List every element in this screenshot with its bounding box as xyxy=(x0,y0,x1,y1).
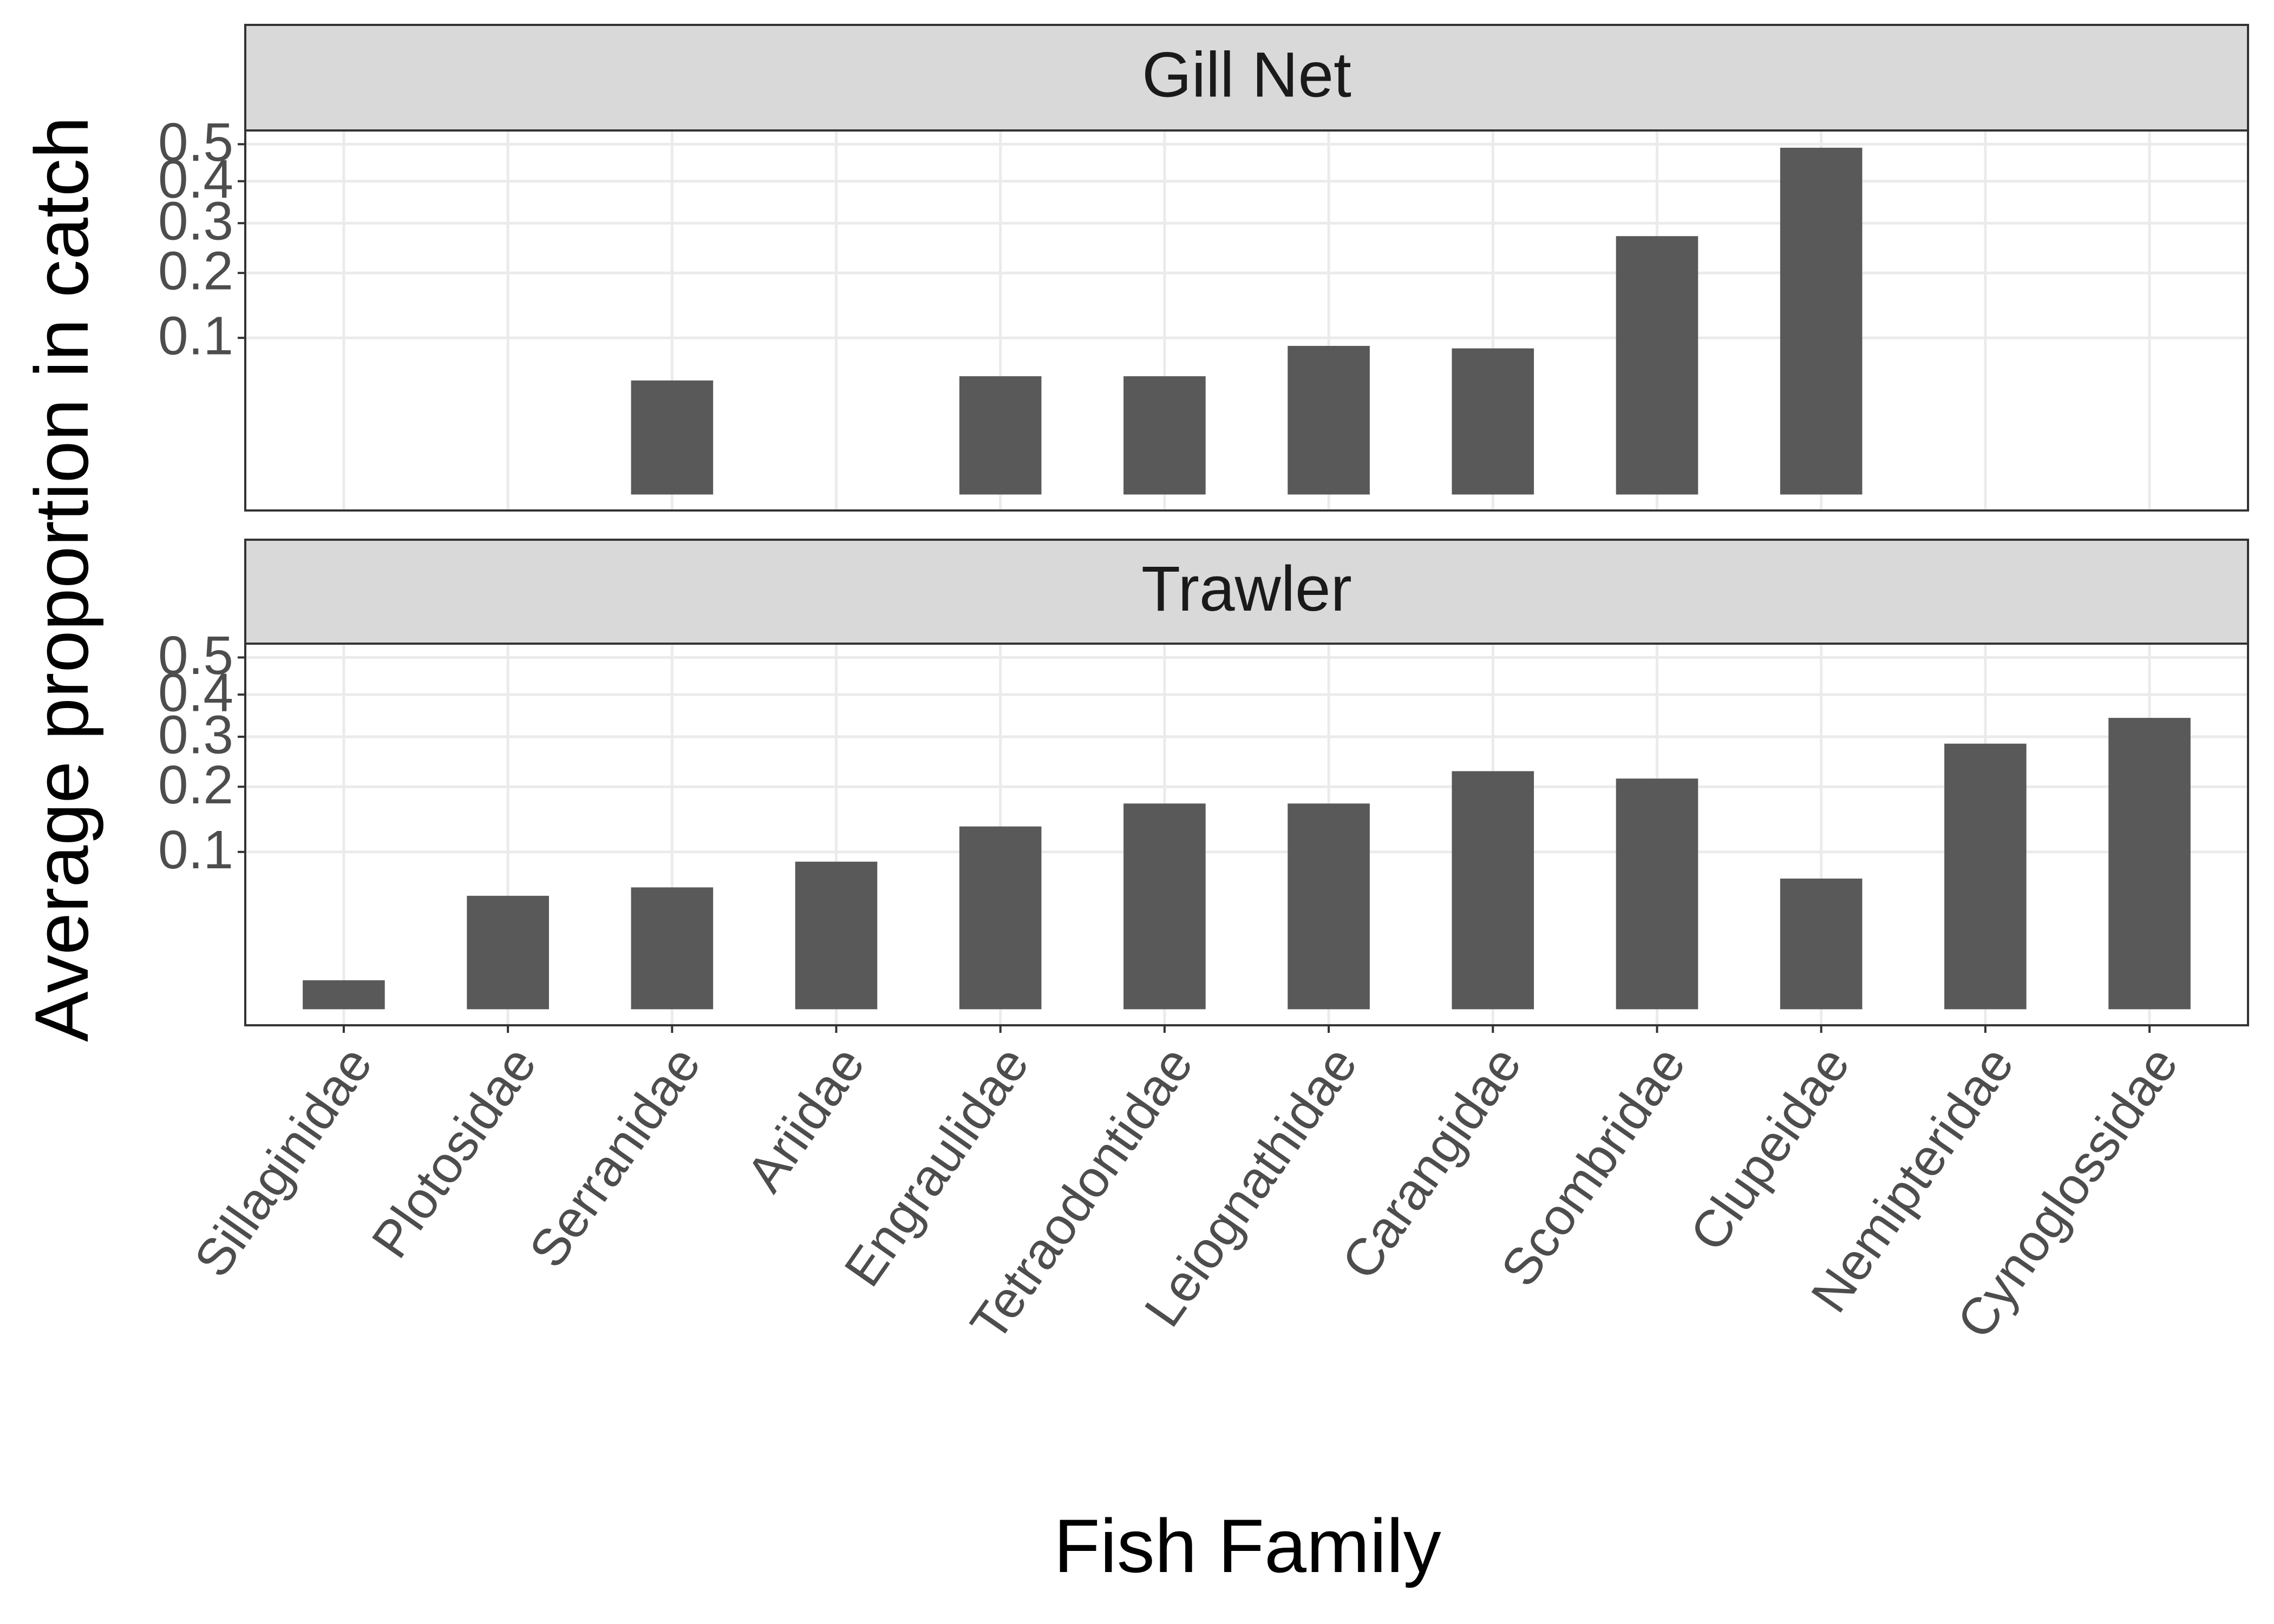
bar xyxy=(303,980,385,1010)
bar xyxy=(2108,718,2191,1010)
bar xyxy=(1780,878,1863,1010)
bar xyxy=(1780,147,1863,495)
bar xyxy=(795,861,878,1010)
panel-border xyxy=(244,643,2249,1026)
y-tick-label: 0.5 xyxy=(158,625,233,686)
bar xyxy=(959,826,1042,1010)
strip-title: Trawler xyxy=(1141,553,1352,625)
y-tick-label: 0.1 xyxy=(158,820,233,880)
bar xyxy=(1123,376,1206,495)
y-tick-label: 0.5 xyxy=(158,112,233,173)
bar xyxy=(1452,348,1534,495)
bar xyxy=(1452,771,1534,1010)
bar xyxy=(1616,236,1698,495)
x-tick-label: Ariidae xyxy=(735,1036,875,1202)
x-tick-label: Plotosidae xyxy=(361,1036,547,1268)
x-tick-label: Sillaginidae xyxy=(184,1036,383,1287)
bar xyxy=(631,380,714,495)
strip xyxy=(244,24,2249,132)
strip-title: Gill Net xyxy=(1142,40,1351,111)
y-tick-label: 0.1 xyxy=(158,306,233,366)
y-axis-title: Average proportion in catch xyxy=(19,116,104,1042)
panel-border xyxy=(244,129,2249,512)
bar xyxy=(1616,778,1698,1010)
y-tick-label: 0.2 xyxy=(158,755,233,815)
y-tick-label: 0.2 xyxy=(158,241,233,302)
y-tick-label: 0.4 xyxy=(158,663,233,723)
x-tick-label: Clupeidae xyxy=(1679,1036,1861,1261)
y-tick-label: 0.3 xyxy=(158,704,233,765)
x-axis-title: Fish Family xyxy=(1054,1503,1441,1588)
bar xyxy=(1944,743,2027,1010)
x-tick-label: Serranidae xyxy=(518,1036,711,1278)
bar xyxy=(959,376,1042,495)
strip xyxy=(244,539,2249,645)
y-tick-label: 0.3 xyxy=(158,191,233,252)
y-tick-label: 0.4 xyxy=(158,149,233,209)
bar xyxy=(1123,803,1206,1010)
bar xyxy=(1288,803,1370,1010)
bar xyxy=(631,887,714,1010)
bar xyxy=(467,895,549,1010)
bar xyxy=(1288,345,1370,495)
